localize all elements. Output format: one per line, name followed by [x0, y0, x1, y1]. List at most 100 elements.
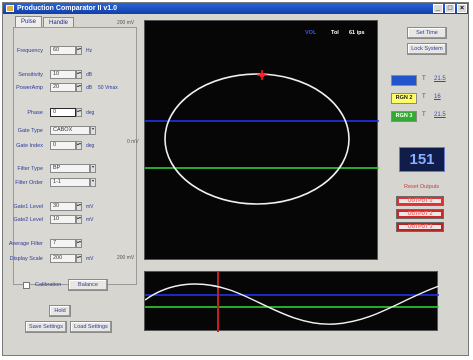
- region-badge[interactable]: RGN 3: [391, 111, 417, 122]
- spinner-arrows-icon[interactable]: ▴▾: [76, 46, 82, 55]
- dropdown-arrow-icon[interactable]: ▾: [90, 126, 96, 135]
- hold-button[interactable]: Hold: [49, 305, 71, 317]
- part-counter: 151: [399, 147, 445, 172]
- set-time-button[interactable]: Set Time: [407, 27, 447, 39]
- save-settings-button[interactable]: Save Settings: [25, 321, 67, 333]
- control-label: Display Scale: [9, 256, 43, 262]
- spinner-arrows-icon[interactable]: ▴▾: [76, 83, 82, 92]
- control-unit: mV: [86, 204, 94, 210]
- output-button[interactable]: OUTPUT 3: [396, 222, 444, 232]
- control-row: Phase 0 ▴▾ deg: [3, 108, 133, 118]
- control-field[interactable]: 30: [50, 202, 76, 211]
- region-prefix: T: [422, 112, 426, 118]
- control-field[interactable]: 10: [50, 70, 76, 79]
- close-icon[interactable]: ×: [457, 4, 467, 13]
- control-row: Display Scale 200 ▴▾ mV: [3, 254, 133, 264]
- sine-trace: [145, 283, 439, 325]
- control-label: Gate2 Level: [13, 217, 43, 223]
- control-label: Filter Order: [15, 180, 43, 186]
- lock-system-button[interactable]: Lock System: [407, 43, 447, 55]
- load-settings-button[interactable]: Load Settings: [70, 321, 112, 333]
- lissajous-ellipse: [164, 73, 350, 205]
- spinner-arrows-icon[interactable]: ▴▾: [76, 254, 82, 263]
- scope-trace: [145, 70, 379, 205]
- calibration-checkbox[interactable]: [23, 282, 30, 289]
- control-label: Gate Type: [17, 128, 43, 134]
- control-unit: mV: [86, 217, 94, 223]
- control-row: Frequency 60 ▴▾ Hz: [3, 46, 133, 56]
- control-label: Phase: [27, 110, 43, 116]
- spinner-arrows-icon[interactable]: ▴▾: [76, 215, 82, 224]
- app-window: Production Comparator II v1.0 _ □ × Puls…: [2, 2, 469, 356]
- output-button[interactable]: OUTPUT 2: [396, 209, 444, 219]
- control-unit: dB: [86, 85, 93, 91]
- control-field[interactable]: 20: [50, 83, 76, 92]
- control-row: Average Filter 7 ▴▾: [3, 239, 133, 249]
- control-field[interactable]: 1-1: [50, 178, 90, 187]
- region-badge[interactable]: RGN 2: [391, 93, 417, 104]
- spinner-arrows-icon[interactable]: ▴▾: [76, 141, 82, 150]
- legend-tol: Tol: [331, 30, 339, 36]
- region-count: 16: [434, 94, 441, 100]
- maximize-icon[interactable]: □: [445, 4, 455, 13]
- control-row: Filter Type BP ▾: [3, 164, 133, 174]
- minimize-icon[interactable]: _: [433, 4, 443, 13]
- control-row: Gate1 Level 30 ▴▾ mV: [3, 202, 133, 212]
- tab-handle[interactable]: Handle: [43, 17, 75, 28]
- spinner-arrows-icon[interactable]: ▴▾: [76, 239, 82, 248]
- control-row: Gate Index 0 ▴▾ deg: [3, 141, 133, 151]
- control-field[interactable]: 10: [50, 215, 76, 224]
- legend-time: 61 ips: [349, 30, 365, 36]
- control-row: Filter Order 1-1 ▾: [3, 178, 133, 188]
- calibration-label: Calibration: [35, 282, 62, 288]
- dropdown-arrow-icon[interactable]: ▾: [90, 164, 96, 173]
- output-button[interactable]: OUTPUT 1: [396, 196, 444, 206]
- app-icon: [6, 5, 14, 12]
- region-count: 21.5: [434, 76, 446, 82]
- region-prefix: T: [422, 76, 426, 82]
- scope-axis-mid-label: 0 mV: [127, 139, 139, 145]
- control-label: Filter Type: [17, 166, 43, 172]
- region-badge[interactable]: RGN 1: [391, 75, 417, 86]
- control-label: Gate Index: [16, 143, 43, 149]
- control-field[interactable]: BP: [50, 164, 90, 173]
- legend-vol: VOL: [305, 30, 317, 36]
- control-row: Gate2 Level 10 ▴▾ mV: [3, 215, 133, 225]
- spinner-arrows-icon[interactable]: ▴▾: [76, 202, 82, 211]
- control-field[interactable]: 7: [50, 239, 76, 248]
- region-prefix: T: [422, 94, 426, 100]
- control-field[interactable]: 0: [50, 108, 76, 117]
- time-trace-display[interactable]: [144, 271, 439, 332]
- control-unit: deg: [86, 110, 95, 116]
- control-label: Sensitivity: [18, 72, 43, 78]
- balance-button[interactable]: Balance: [68, 279, 108, 291]
- tab-pulse[interactable]: Pulse: [15, 16, 43, 28]
- control-field[interactable]: 0: [50, 141, 76, 150]
- scope-axis-bottom-label: 200 mV: [117, 255, 135, 261]
- region-count: 21.5: [434, 112, 446, 118]
- window-title: Production Comparator II v1.0: [17, 5, 117, 12]
- control-label: PowerAmp: [16, 85, 43, 91]
- control-row: Gate Type CABOX ▾: [3, 126, 133, 136]
- control-label: Frequency: [17, 48, 43, 54]
- control-field[interactable]: 60: [50, 46, 76, 55]
- control-unit: deg: [86, 143, 95, 149]
- control-unit: Hz: [86, 48, 93, 54]
- control-field[interactable]: 200: [50, 254, 76, 263]
- control-unit: dB: [86, 72, 93, 78]
- control-row: Sensitivity 10 ▴▾ dB: [3, 70, 133, 80]
- title-bar: Production Comparator II v1.0 _ □ ×: [3, 3, 468, 14]
- spinner-arrows-icon[interactable]: ▴▾: [76, 70, 82, 79]
- control-unit: mV: [86, 256, 94, 262]
- strip-trace: [145, 272, 439, 332]
- scope-axis-top-label: 200 mV: [117, 20, 135, 26]
- control-row: PowerAmp 20 ▴▾ dB 50 Vmax: [3, 83, 133, 93]
- dropdown-arrow-icon[interactable]: ▾: [90, 178, 96, 187]
- reset-outputs-label: Reset Outputs: [404, 184, 440, 190]
- control-label: Average Filter: [8, 241, 43, 247]
- control-extra: 50 Vmax: [98, 85, 118, 91]
- impedance-plane-display[interactable]: VOL Tol 61 ips: [144, 20, 379, 260]
- control-field[interactable]: CABOX: [50, 126, 90, 135]
- spinner-arrows-icon[interactable]: ▴▾: [76, 108, 82, 117]
- control-label: Gate1 Level: [13, 204, 43, 210]
